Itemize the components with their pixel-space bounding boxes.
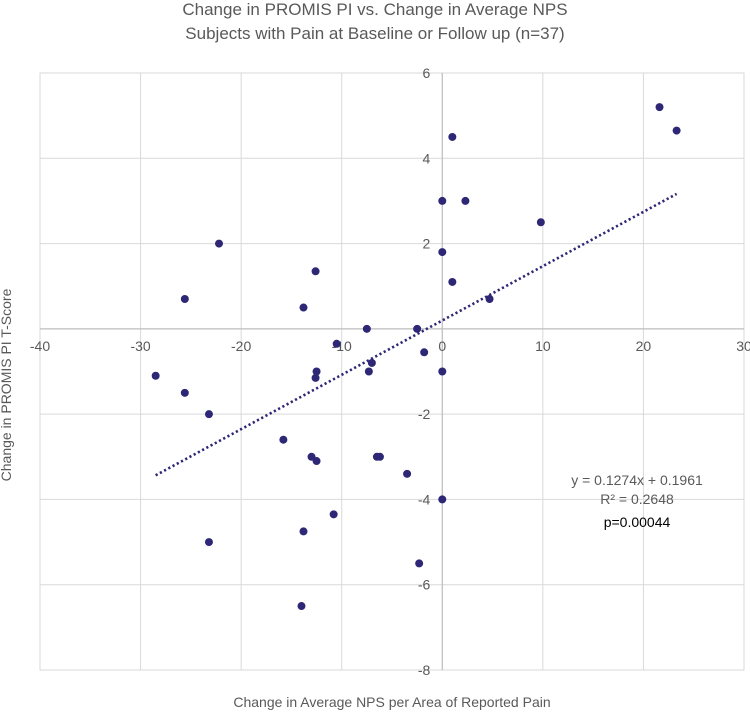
data-point — [438, 248, 447, 257]
data-point — [448, 277, 457, 286]
data-point — [311, 373, 320, 382]
data-point — [297, 602, 306, 611]
data-point — [672, 126, 681, 135]
x-tick-label: 30 — [736, 338, 750, 354]
gridlines — [39, 72, 745, 671]
data-point — [299, 527, 308, 536]
x-tick-label: -40 — [30, 338, 50, 354]
x-tick-label: 0 — [438, 338, 446, 354]
data-point — [312, 367, 321, 376]
data-point — [403, 469, 412, 478]
y-tick-label: -8 — [418, 662, 431, 678]
x-axis-label: Change in Average NPS per Area of Report… — [233, 694, 551, 710]
data-point — [438, 367, 447, 376]
data-point — [312, 457, 321, 466]
data-point — [299, 303, 308, 312]
data-point — [215, 239, 224, 248]
data-point — [332, 339, 341, 348]
data-point — [364, 367, 373, 376]
x-tick-label: 10 — [535, 338, 551, 354]
data-point — [367, 358, 376, 367]
trendline — [155, 192, 678, 477]
data-point — [438, 196, 447, 205]
data-points — [151, 103, 681, 611]
y-tick-label: 2 — [422, 236, 430, 252]
trendline-group — [155, 192, 678, 477]
data-point — [448, 132, 457, 141]
y-axis-label: Change in PROMIS PI T-Score — [0, 288, 14, 482]
data-point — [279, 435, 288, 444]
plot-border — [39, 72, 745, 671]
y-tick-label: -2 — [418, 406, 431, 422]
data-point — [204, 410, 213, 419]
x-tick-label: -30 — [130, 338, 150, 354]
data-point — [438, 495, 447, 504]
data-point — [420, 348, 429, 357]
data-point — [204, 538, 213, 547]
data-point — [180, 388, 189, 397]
data-point — [485, 295, 494, 304]
data-point — [536, 218, 545, 227]
data-point — [151, 371, 160, 380]
data-point — [311, 267, 320, 276]
chart-title: Change in PROMIS PI vs. Change in Averag… — [182, 0, 568, 19]
data-point — [180, 295, 189, 304]
data-point — [362, 324, 371, 333]
axes — [40, 73, 744, 670]
data-point — [415, 559, 424, 568]
data-point — [375, 452, 384, 461]
y-tick-label: 6 — [422, 65, 430, 81]
x-tick-label: 20 — [636, 338, 652, 354]
r-squared-label: R² = 0.2648 — [600, 491, 674, 507]
y-tick-label: -6 — [418, 577, 431, 593]
x-tick-label: -20 — [231, 338, 251, 354]
p-value-label: p=0.00044 — [603, 514, 671, 530]
data-point — [413, 324, 422, 333]
trendline-equation: y = 0.1274x + 0.1961 — [571, 472, 703, 488]
y-tick-label: 4 — [422, 150, 430, 166]
y-tick-label: -4 — [418, 491, 431, 507]
data-point — [461, 196, 470, 205]
chart-subtitle: Subjects with Pain at Baseline or Follow… — [185, 24, 565, 43]
data-point — [329, 510, 338, 519]
data-point — [655, 103, 664, 112]
